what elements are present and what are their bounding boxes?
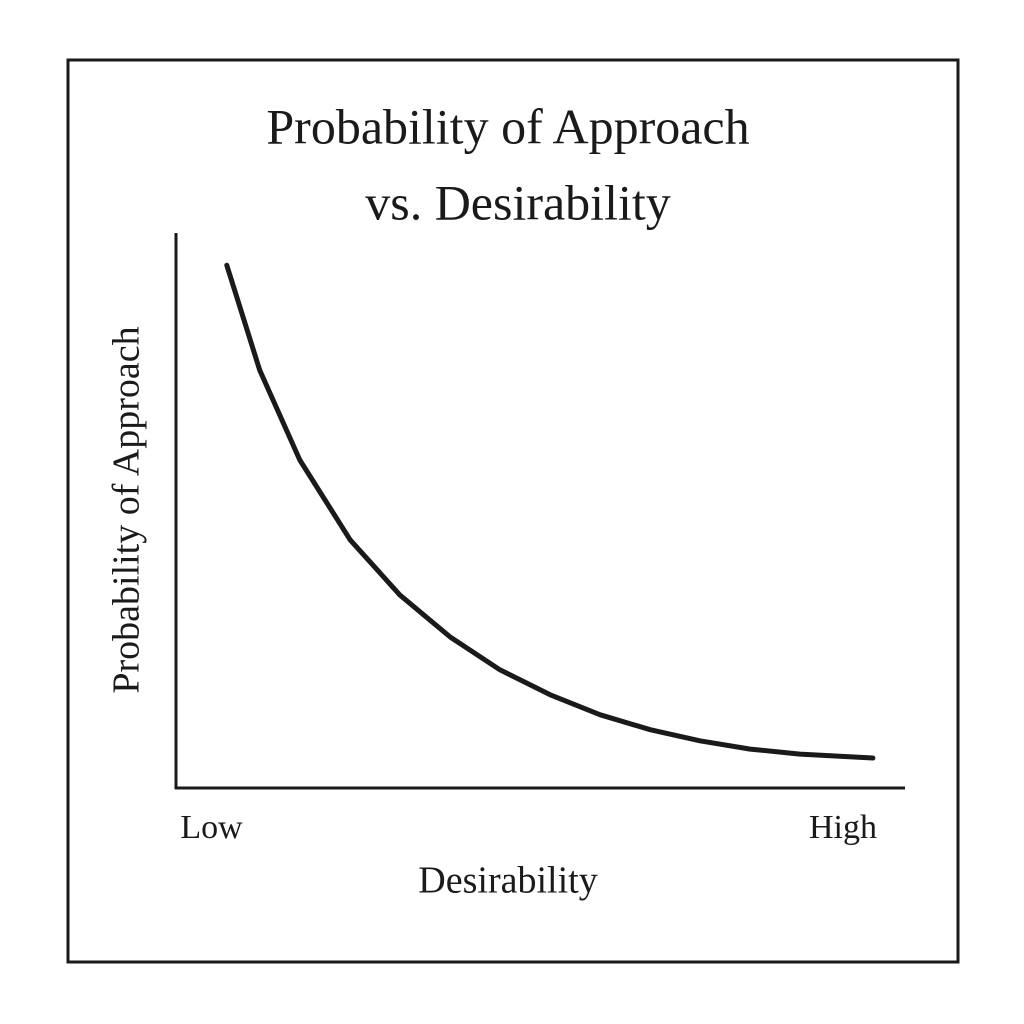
- x-tick-label: Low: [180, 809, 243, 846]
- y-axis-title: Probability of Approach: [106, 326, 148, 693]
- curve: [224, 262, 876, 761]
- x-tick-label: High: [809, 809, 877, 846]
- x-axis-title: Desirability: [418, 860, 597, 902]
- chart-title: vs. Desirability: [365, 174, 671, 230]
- chart-title: Probability of Approach: [266, 98, 749, 154]
- frame: [66, 58, 960, 964]
